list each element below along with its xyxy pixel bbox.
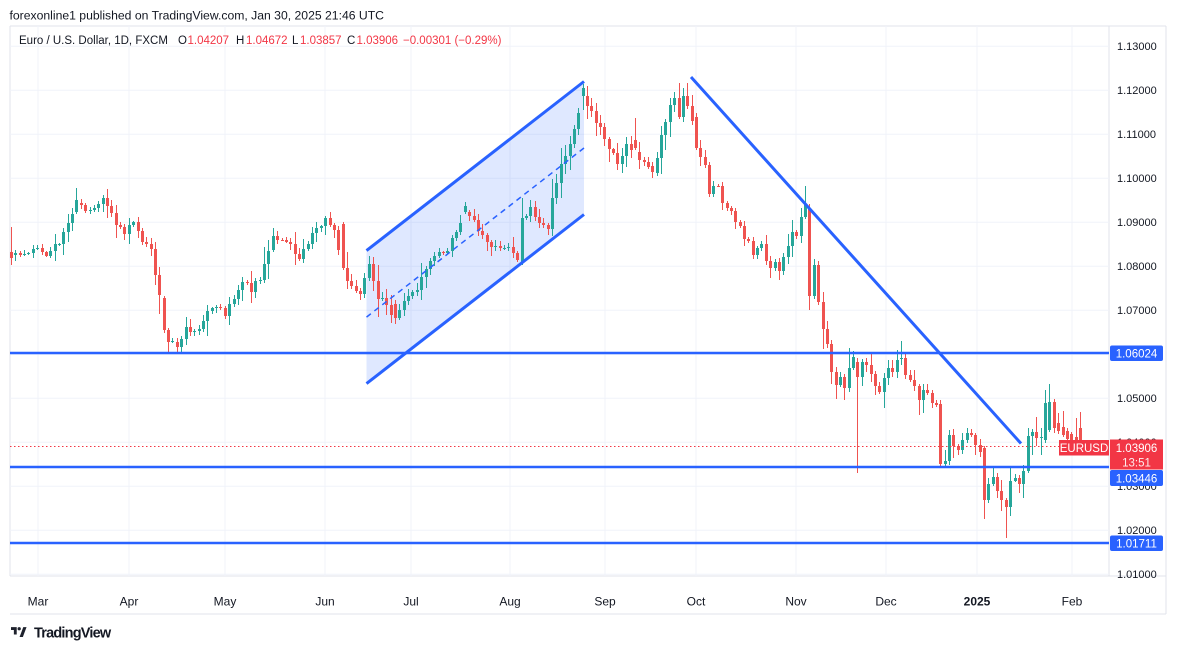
- svg-text:1.06024: 1.06024: [1116, 348, 1158, 360]
- svg-text:1.01000: 1.01000: [1117, 569, 1157, 581]
- svg-text:Feb: Feb: [1062, 595, 1083, 609]
- svg-text:Euro / U.S. Dollar, 1D, FXCM: Euro / U.S. Dollar, 1D, FXCM: [19, 35, 168, 47]
- svg-text:1.02000: 1.02000: [1117, 525, 1157, 537]
- svg-text:1.03906: 1.03906: [357, 35, 399, 47]
- svg-text:13:51: 13:51: [1122, 458, 1151, 470]
- svg-text:1.13000: 1.13000: [1117, 41, 1157, 53]
- svg-text:Sep: Sep: [594, 595, 616, 609]
- svg-text:1.10000: 1.10000: [1117, 173, 1157, 185]
- svg-text:1.08000: 1.08000: [1117, 261, 1157, 273]
- svg-text:2025: 2025: [964, 595, 991, 609]
- svg-text:1.03906: 1.03906: [1116, 443, 1158, 455]
- svg-text:1.09000: 1.09000: [1117, 217, 1157, 229]
- svg-text:Jul: Jul: [403, 595, 418, 609]
- svg-text:Oct: Oct: [687, 595, 706, 609]
- svg-text:1.05000: 1.05000: [1117, 393, 1157, 405]
- svg-text:1.04672: 1.04672: [246, 35, 288, 47]
- svg-text:1.03857: 1.03857: [300, 35, 342, 47]
- svg-text:1.04207: 1.04207: [188, 35, 230, 47]
- svg-text:Nov: Nov: [785, 595, 806, 609]
- svg-text:H: H: [236, 35, 244, 47]
- svg-text:Apr: Apr: [120, 595, 139, 609]
- svg-text:O: O: [178, 35, 187, 47]
- svg-text:TradingView: TradingView: [34, 626, 112, 642]
- svg-text:Jun: Jun: [315, 595, 334, 609]
- svg-text:1.11000: 1.11000: [1117, 129, 1156, 141]
- svg-text:May: May: [214, 595, 237, 609]
- svg-text:1.03446: 1.03446: [1116, 473, 1158, 485]
- svg-text:L: L: [292, 35, 299, 47]
- svg-text:forexonline1 published on Trad: forexonline1 published on TradingView.co…: [10, 9, 385, 23]
- svg-text:−0.00301 (−0.29%): −0.00301 (−0.29%): [403, 35, 502, 47]
- svg-text:C: C: [347, 35, 355, 47]
- svg-text:1.01711: 1.01711: [1116, 538, 1157, 550]
- svg-text:EURUSD: EURUSD: [1060, 443, 1109, 455]
- svg-text:Mar: Mar: [28, 595, 49, 609]
- svg-text:Dec: Dec: [875, 595, 896, 609]
- svg-text:1.07000: 1.07000: [1117, 305, 1157, 317]
- svg-text:1.12000: 1.12000: [1117, 85, 1157, 97]
- svg-text:Aug: Aug: [499, 595, 520, 609]
